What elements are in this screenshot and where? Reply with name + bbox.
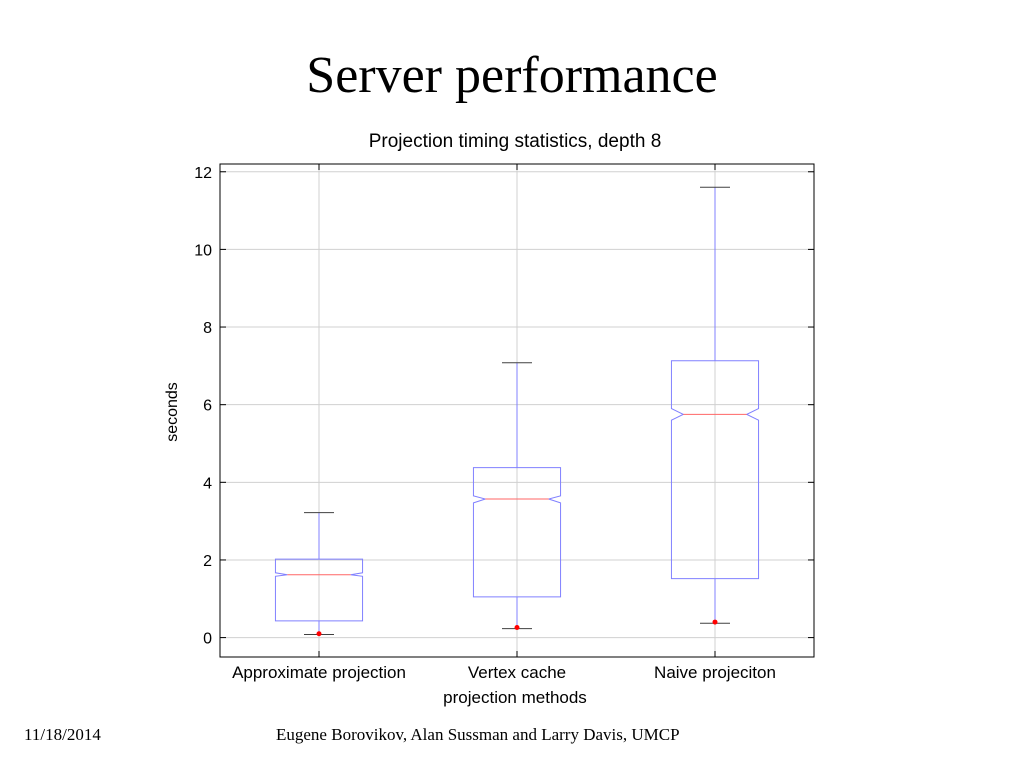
notched-box (274, 558, 364, 622)
chart-title: Projection timing statistics, depth 8 (369, 131, 662, 152)
y-tick-label: 6 (203, 398, 212, 415)
x-tick-label: Approximate projection (232, 663, 406, 682)
plot-frame (219, 163, 815, 658)
y-tick-label: 8 (203, 320, 212, 337)
notched-box (472, 467, 562, 598)
footer-date: 11/18/2014 (24, 725, 101, 744)
x-tick-label: Vertex cache (468, 663, 566, 682)
grid-lines (220, 164, 814, 657)
y-axis-label: seconds (164, 382, 181, 442)
y-tick-label: 12 (194, 165, 212, 182)
y-tick-label: 4 (203, 475, 212, 492)
outlier-point (514, 624, 520, 630)
y-tick-label: 2 (203, 553, 212, 570)
notched-box (670, 360, 760, 580)
ticks-layer: 0 2 4 6 8 10 12 Approximate projection Vertex ca… (194, 164, 814, 682)
boxes-layer (274, 186, 760, 637)
x-tick-label: Naive projeciton (654, 663, 776, 682)
y-tick-label: 10 (194, 242, 212, 259)
outlier-point (712, 619, 718, 625)
x-axis-label: projection methods (443, 688, 587, 707)
outlier-point (316, 631, 322, 637)
y-tick-label: 0 (203, 631, 212, 648)
footer-credit: Eugene Borovikov, Alan Sussman and Larry… (276, 725, 680, 744)
slide-title: Server performance (306, 47, 718, 104)
